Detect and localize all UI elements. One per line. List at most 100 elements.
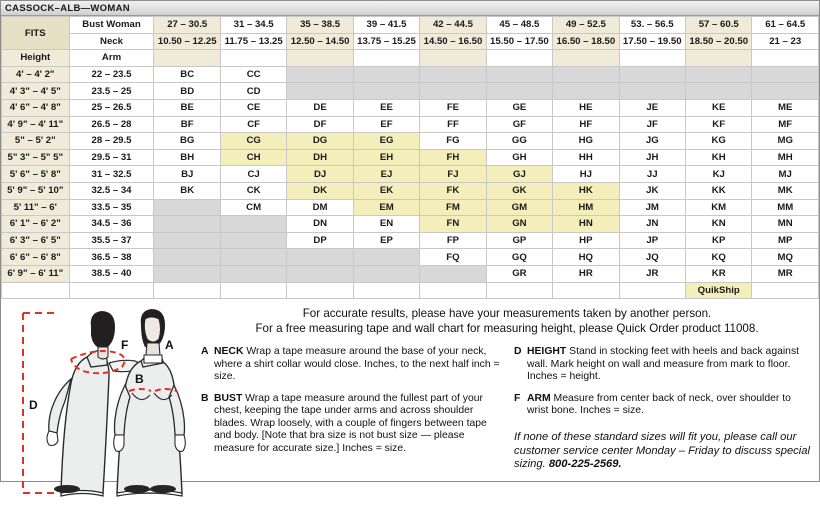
size-code-cell[interactable]: BC <box>153 65 221 84</box>
size-code-cell[interactable]: ME <box>751 98 819 117</box>
size-code-cell[interactable]: MJ <box>751 165 819 183</box>
size-code-cell[interactable]: KE <box>684 98 753 117</box>
quikship-badge[interactable]: QuikShip <box>684 281 753 300</box>
size-code-cell[interactable]: GF <box>485 115 554 134</box>
size-code-cell[interactable]: DG <box>286 132 354 150</box>
size-code-cell[interactable]: EE <box>352 98 421 117</box>
size-code-cell[interactable]: KP <box>684 231 753 250</box>
size-code-cell[interactable]: BE <box>153 98 221 117</box>
size-code-cell[interactable]: HK <box>552 181 620 200</box>
size-code-cell[interactable]: DP <box>286 231 354 250</box>
size-code-cell[interactable]: FF <box>419 115 487 134</box>
size-code-cell[interactable]: JN <box>618 215 686 233</box>
size-code-cell[interactable]: FQ <box>419 248 487 266</box>
size-code-cell[interactable]: MR <box>751 264 819 283</box>
size-code-cell[interactable]: BF <box>153 115 221 134</box>
size-code-cell[interactable]: KK <box>684 181 753 200</box>
size-code-cell[interactable]: CE <box>219 98 288 117</box>
size-code-cell[interactable]: EM <box>352 198 421 217</box>
size-code-cell[interactable]: GE <box>485 98 554 117</box>
size-code-cell[interactable]: KN <box>684 215 753 233</box>
size-code-cell[interactable]: EG <box>352 132 421 150</box>
size-code-cell[interactable]: HP <box>552 231 620 250</box>
size-code-cell[interactable]: GH <box>485 148 554 167</box>
size-code-cell[interactable]: EK <box>352 181 421 200</box>
size-code-cell[interactable]: JF <box>618 115 686 134</box>
size-code-cell[interactable]: DK <box>286 181 354 200</box>
size-code-cell[interactable]: HH <box>552 148 620 167</box>
size-code-cell[interactable]: HJ <box>552 165 620 183</box>
size-code-cell[interactable]: FJ <box>419 165 487 183</box>
size-code-cell[interactable]: GJ <box>485 165 554 183</box>
size-code-cell[interactable]: MQ <box>751 248 819 266</box>
size-code-cell[interactable]: JP <box>618 231 686 250</box>
size-code-cell[interactable]: MP <box>751 231 819 250</box>
size-code-cell[interactable]: KH <box>684 148 753 167</box>
size-code-cell[interactable]: JK <box>618 181 686 200</box>
size-code-cell[interactable]: JG <box>618 132 686 150</box>
size-code-cell[interactable]: GP <box>485 231 554 250</box>
size-code-cell[interactable]: FK <box>419 181 487 200</box>
size-code-cell[interactable]: KR <box>684 264 753 283</box>
size-code-cell[interactable]: DF <box>286 115 354 134</box>
size-code-cell[interactable]: JJ <box>618 165 686 183</box>
size-code-cell[interactable]: MN <box>751 215 819 233</box>
size-code-cell[interactable]: BK <box>153 181 221 200</box>
size-code-cell[interactable]: KM <box>684 198 753 217</box>
size-code-cell[interactable]: HR <box>552 264 620 283</box>
size-code-cell[interactable]: BH <box>153 148 221 167</box>
size-code-cell[interactable]: KJ <box>684 165 753 183</box>
size-code-cell[interactable]: EP <box>352 231 421 250</box>
size-code-cell[interactable]: MM <box>751 198 819 217</box>
size-code-cell[interactable]: CM <box>219 198 288 217</box>
size-code-cell[interactable]: HG <box>552 132 620 150</box>
size-code-cell[interactable]: CD <box>219 82 288 100</box>
size-code-cell[interactable]: MH <box>751 148 819 167</box>
size-code-cell[interactable]: JR <box>618 264 686 283</box>
size-code-cell[interactable]: CJ <box>219 165 288 183</box>
size-code-cell[interactable]: MG <box>751 132 819 150</box>
size-code-cell[interactable]: DM <box>286 198 354 217</box>
size-code-cell[interactable]: JH <box>618 148 686 167</box>
size-code-cell[interactable]: GK <box>485 181 554 200</box>
size-code-cell[interactable]: JM <box>618 198 686 217</box>
size-code-cell[interactable]: GM <box>485 198 554 217</box>
size-code-cell[interactable]: JQ <box>618 248 686 266</box>
size-code-cell[interactable]: BG <box>153 132 221 150</box>
size-code-cell[interactable]: FN <box>419 215 487 233</box>
size-code-cell[interactable]: FH <box>419 148 487 167</box>
size-code-cell[interactable]: FE <box>419 98 487 117</box>
size-code-cell[interactable]: GR <box>485 264 554 283</box>
size-code-cell[interactable]: CG <box>219 132 288 150</box>
size-code-cell[interactable]: MK <box>751 181 819 200</box>
size-code-cell[interactable]: HN <box>552 215 620 233</box>
size-code-cell[interactable]: EF <box>352 115 421 134</box>
size-code-cell[interactable]: KF <box>684 115 753 134</box>
size-code-cell[interactable]: GN <box>485 215 554 233</box>
size-code-cell[interactable]: FG <box>419 132 487 150</box>
size-code-cell[interactable]: CK <box>219 181 288 200</box>
size-code-cell[interactable]: GG <box>485 132 554 150</box>
size-code-cell[interactable]: MF <box>751 115 819 134</box>
size-code-cell[interactable]: HE <box>552 98 620 117</box>
size-code-cell[interactable]: EJ <box>352 165 421 183</box>
size-code-cell[interactable]: DH <box>286 148 354 167</box>
size-code-cell[interactable]: DE <box>286 98 354 117</box>
size-code-cell[interactable]: BJ <box>153 165 221 183</box>
size-code-cell[interactable]: KG <box>684 132 753 150</box>
size-code-cell[interactable]: BD <box>153 82 221 100</box>
size-code-cell[interactable]: GQ <box>485 248 554 266</box>
size-code-cell[interactable]: HM <box>552 198 620 217</box>
size-code-cell[interactable]: HQ <box>552 248 620 266</box>
size-code-cell[interactable]: CF <box>219 115 288 134</box>
size-code-cell[interactable]: EN <box>352 215 421 233</box>
size-code-cell[interactable]: JE <box>618 98 686 117</box>
size-code-cell[interactable]: CC <box>219 65 288 84</box>
size-code-cell[interactable]: FP <box>419 231 487 250</box>
size-code-cell[interactable]: EH <box>352 148 421 167</box>
size-code-cell[interactable]: FM <box>419 198 487 217</box>
size-code-cell[interactable]: DN <box>286 215 354 233</box>
size-code-cell[interactable]: CH <box>219 148 288 167</box>
size-code-cell[interactable]: KQ <box>684 248 753 266</box>
size-code-cell[interactable]: DJ <box>286 165 354 183</box>
